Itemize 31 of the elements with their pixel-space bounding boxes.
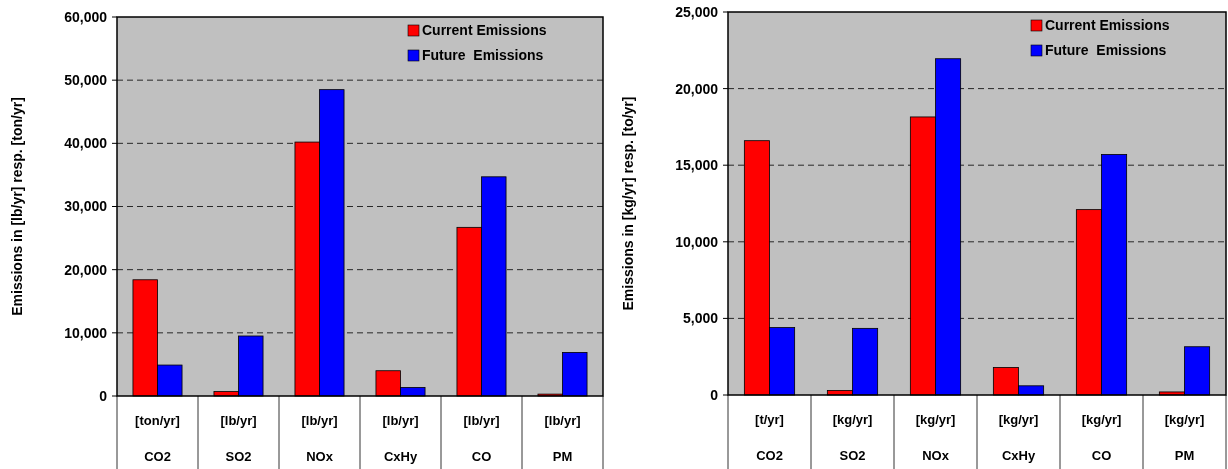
y-axis-title: Emissions in [lb/yr] resp. [ton/yr]	[9, 97, 25, 316]
category-label: [kg/yr] NOx	[915, 412, 956, 463]
y-axis-title: Emissions in [kg/yr] resp. [to/yr]	[620, 96, 636, 311]
category-label: [kg/yr] CO	[1081, 412, 1122, 463]
legend-label: Current Emissions	[422, 22, 547, 38]
y-tick-label: 10,000	[64, 324, 108, 341]
y-tick-label: 25,000	[675, 3, 719, 20]
legend-label: Future Emissions	[1045, 42, 1167, 58]
category-label: [lb/yr] NOx	[301, 413, 338, 464]
y-tick-label: 50,000	[64, 72, 108, 89]
y-tick-label: 20,000	[675, 80, 719, 97]
category-label: [lb/yr] CO	[463, 413, 500, 464]
legend-label: Future Emissions	[422, 47, 544, 63]
category-label: [lb/yr] PM	[544, 413, 581, 464]
y-tick-label: 60,000	[64, 8, 108, 25]
category-label: [t/yr] CO2	[755, 412, 784, 463]
y-tick-label: 0	[99, 387, 108, 404]
y-tick-label: 5,000	[682, 310, 719, 327]
category-label: [lb/yr] SO2	[220, 413, 257, 464]
y-tick-label: 40,000	[64, 135, 108, 152]
y-tick-label: 15,000	[675, 157, 719, 174]
category-label: [kg/yr] SO2	[832, 412, 873, 463]
legend-label: Current Emissions	[1045, 17, 1170, 33]
category-label: [ton/yr] CO2	[135, 413, 180, 464]
y-tick-label: 20,000	[64, 261, 108, 278]
y-tick-label: 30,000	[64, 198, 108, 215]
category-label: [lb/yr] CxHy	[382, 413, 419, 464]
category-label: [kg/yr] CxHy	[998, 412, 1039, 463]
category-label: [kg/yr] PM	[1164, 412, 1205, 463]
y-tick-label: 10,000	[675, 233, 719, 250]
y-tick-label: 0	[710, 386, 719, 403]
